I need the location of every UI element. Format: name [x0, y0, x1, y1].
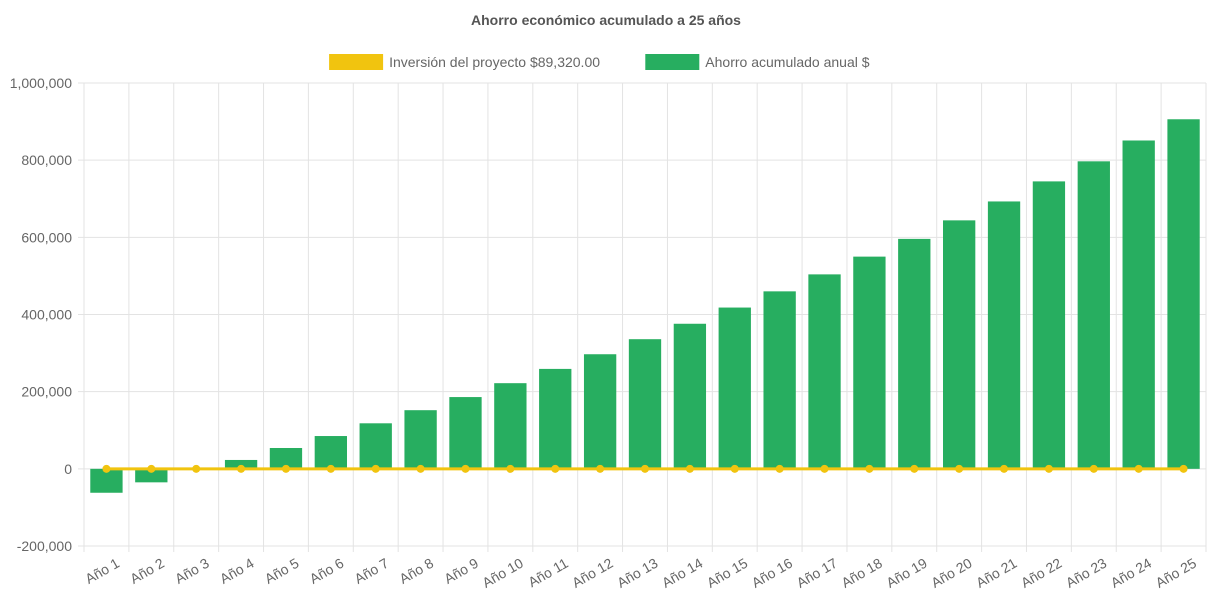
- legend-swatch: [329, 54, 384, 70]
- bar[interactable]: [853, 256, 886, 469]
- x-tick-label: Año 17: [794, 555, 841, 591]
- x-tick-label: Año 11: [525, 555, 571, 591]
- line-point[interactable]: [147, 464, 156, 473]
- line-point[interactable]: [820, 464, 829, 473]
- line-point[interactable]: [326, 464, 335, 473]
- bar[interactable]: [90, 468, 123, 493]
- x-tick-label: Año 13: [614, 555, 661, 591]
- x-tick-label: Año 9: [441, 555, 481, 587]
- bar[interactable]: [943, 220, 976, 469]
- line-point[interactable]: [237, 464, 246, 473]
- x-tick-label: Año 23: [1063, 555, 1110, 591]
- x-tick-label: Año 14: [659, 555, 706, 591]
- y-tick-label: 600,000: [21, 229, 72, 245]
- x-tick-label: Año 25: [1153, 555, 1200, 591]
- bar[interactable]: [449, 397, 482, 469]
- x-tick-label: Año 8: [396, 555, 436, 587]
- bar[interactable]: [628, 339, 662, 469]
- grid: [78, 82, 1207, 552]
- x-tick-label: Año 7: [352, 555, 392, 587]
- line-point[interactable]: [506, 464, 515, 473]
- chart-title: Ahorro económico acumulado a 25 años: [471, 12, 741, 28]
- bar[interactable]: [269, 447, 303, 469]
- bar[interactable]: [718, 307, 751, 469]
- line-point[interactable]: [192, 464, 201, 473]
- y-tick-label: 200,000: [21, 384, 72, 400]
- line-point[interactable]: [1000, 464, 1009, 473]
- bar[interactable]: [224, 459, 258, 469]
- legend: Inversión del proyecto $89,320.00 Ahorro …: [329, 54, 870, 70]
- line-point[interactable]: [102, 464, 111, 473]
- x-tick-label: Año 16: [749, 555, 796, 591]
- line-point[interactable]: [1089, 464, 1098, 473]
- line-point[interactable]: [371, 464, 380, 473]
- line-point[interactable]: [1134, 464, 1143, 473]
- x-tick-label: Año 21: [973, 555, 1020, 591]
- bar[interactable]: [314, 436, 347, 469]
- y-axis: -200,000 0 200,000 400,000 600,000 800,000 1,0…: [10, 75, 73, 554]
- x-tick-label: Año 18: [838, 555, 885, 591]
- bar[interactable]: [1032, 181, 1066, 469]
- y-tick-label: 800,000: [21, 152, 72, 168]
- legend-label: Inversión del proyecto $89,320.00: [389, 54, 600, 70]
- line-point[interactable]: [775, 464, 784, 473]
- line-point[interactable]: [461, 464, 470, 473]
- x-tick-label: Año 24: [1108, 555, 1155, 591]
- x-tick-label: Año 2: [127, 555, 167, 587]
- line-point[interactable]: [416, 464, 425, 473]
- bar[interactable]: [987, 201, 1021, 469]
- y-tick-label: 0: [64, 461, 72, 477]
- legend-item[interactable]: Ahorro acumulado anual $: [645, 54, 870, 70]
- line-series: [102, 464, 1188, 473]
- x-tick-label: Año 19: [883, 555, 930, 591]
- line-point[interactable]: [1179, 464, 1188, 473]
- bar[interactable]: [1167, 119, 1200, 469]
- bar[interactable]: [583, 354, 617, 469]
- x-tick-label: Año 1: [82, 555, 122, 587]
- bars-series: [90, 119, 1200, 493]
- bar[interactable]: [539, 368, 572, 469]
- bar[interactable]: [135, 468, 168, 483]
- bar[interactable]: [1122, 140, 1155, 469]
- line-point[interactable]: [910, 464, 919, 473]
- x-tick-label: Año 10: [479, 555, 526, 591]
- line-point[interactable]: [596, 464, 605, 473]
- bar[interactable]: [1077, 161, 1110, 469]
- x-tick-label: Año 20: [928, 555, 975, 591]
- x-tick-label: Año 4: [217, 555, 257, 587]
- bar[interactable]: [898, 238, 931, 469]
- y-tick-label: 400,000: [21, 307, 72, 323]
- bar[interactable]: [808, 274, 841, 469]
- line-point[interactable]: [641, 464, 649, 473]
- x-tick-label: Año 6: [307, 555, 347, 587]
- bar[interactable]: [359, 423, 392, 469]
- legend-swatch: [645, 54, 700, 70]
- x-tick-label: Año 15: [704, 555, 751, 591]
- y-tick-label: -200,000: [17, 538, 72, 554]
- legend-label: Ahorro acumulado anual $: [705, 54, 869, 70]
- legend-item[interactable]: Inversión del proyecto $89,320.00: [329, 54, 600, 70]
- line-point[interactable]: [730, 464, 739, 473]
- x-axis: Año 1 Año 2 Año 3 Año 4 Año 5 Año 6 Año 7 Año 8…: [82, 555, 1199, 591]
- x-tick-label: Año 12: [569, 555, 616, 591]
- line-point[interactable]: [955, 464, 964, 473]
- line-point[interactable]: [281, 464, 290, 473]
- line-point[interactable]: [1044, 464, 1053, 473]
- y-tick-label: 1,000,000: [10, 75, 72, 91]
- bar[interactable]: [494, 383, 527, 469]
- line-point[interactable]: [685, 464, 694, 473]
- bar[interactable]: [673, 323, 707, 469]
- line-point[interactable]: [865, 464, 874, 473]
- x-tick-label: Año 3: [172, 555, 212, 587]
- line-point[interactable]: [551, 464, 560, 473]
- x-tick-label: Año 22: [1018, 555, 1065, 591]
- bar[interactable]: [763, 291, 796, 469]
- x-tick-label: Año 5: [262, 555, 302, 587]
- bar[interactable]: [404, 410, 437, 469]
